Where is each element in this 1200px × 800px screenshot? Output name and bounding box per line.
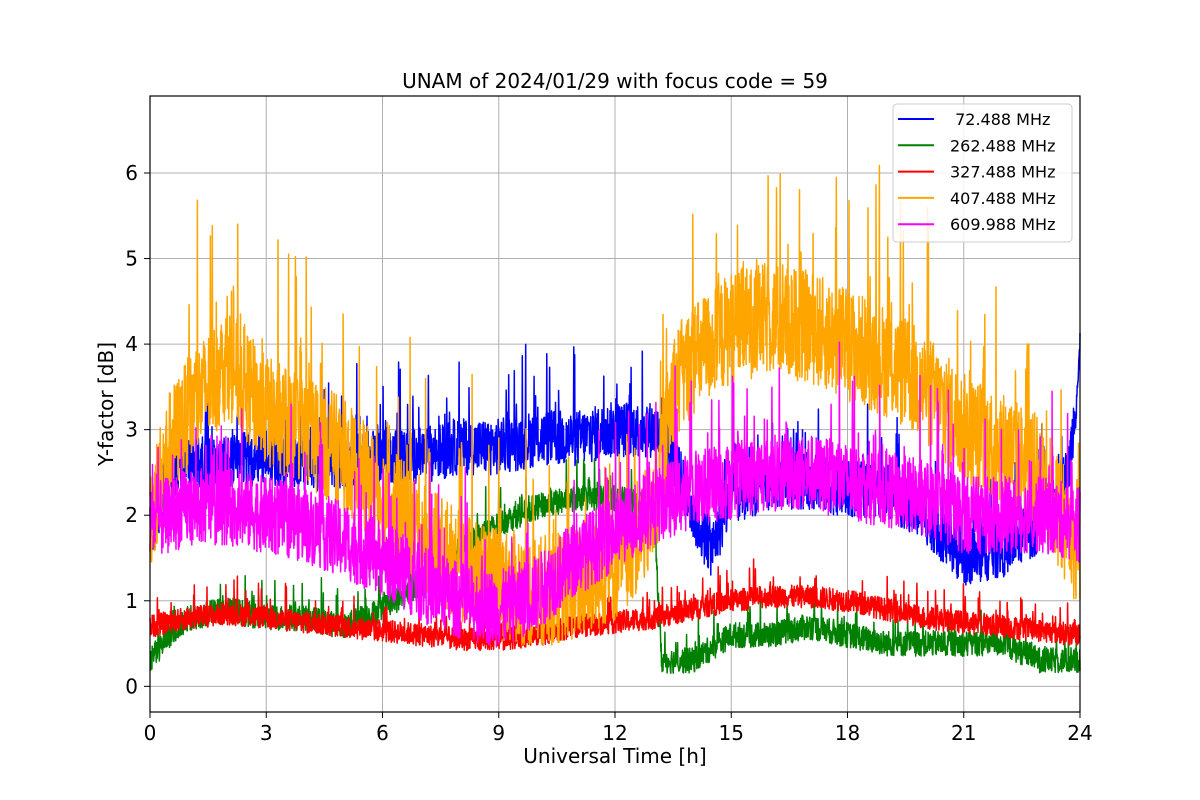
y-tick-label-6: 6	[125, 161, 138, 185]
series-line-4	[149, 341, 1081, 648]
x-tick-label-8: 24	[1067, 721, 1092, 745]
x-tick-label-4: 12	[602, 721, 627, 745]
x-axis-label: Universal Time [h]	[523, 744, 706, 768]
x-tick-label-2: 6	[376, 721, 389, 745]
legend-label-2: 327.488 MHz	[950, 163, 1055, 182]
legend: 72.488 MHz 262.488 MHz 327.488 MHz 407.488 …	[892, 103, 1073, 243]
x-tick-label-5: 15	[719, 721, 744, 745]
x-tick-label-6: 18	[835, 721, 860, 745]
chart-title: UNAM of 2024/01/29 with focus code = 59	[402, 69, 828, 93]
legend-box	[892, 103, 1073, 243]
legend-label-3: 407.488 MHz	[950, 189, 1055, 208]
x-axis-ticks: 0 3 6 9 12 15 18 21 24	[144, 712, 1093, 745]
legend-label-1: 262.488 MHz	[950, 136, 1055, 155]
series-line-2	[149, 558, 1081, 652]
legend-items: 72.488 MHz 262.488 MHz 327.488 MHz 407.488 …	[898, 110, 1055, 234]
y-axis-label: Y-factor [dB]	[94, 342, 118, 467]
y-tick-label-1: 1	[125, 589, 138, 613]
x-tick-label-0: 0	[144, 721, 157, 745]
x-tick-label-7: 21	[951, 721, 976, 745]
y-tick-label-4: 4	[125, 332, 138, 356]
legend-label-4: 609.988 MHz	[950, 215, 1055, 234]
x-tick-label-1: 3	[260, 721, 273, 745]
y-axis-ticks: 0 1 2 3 4 5 6	[125, 161, 150, 698]
y-tick-label-5: 5	[125, 247, 138, 271]
y-tick-label-0: 0	[125, 674, 138, 698]
y-tick-label-3: 3	[125, 418, 138, 442]
legend-label-0: 72.488 MHz	[950, 110, 1050, 129]
y-tick-label-2: 2	[125, 503, 138, 527]
x-tick-label-3: 9	[492, 721, 505, 745]
series-layer	[149, 164, 1081, 674]
